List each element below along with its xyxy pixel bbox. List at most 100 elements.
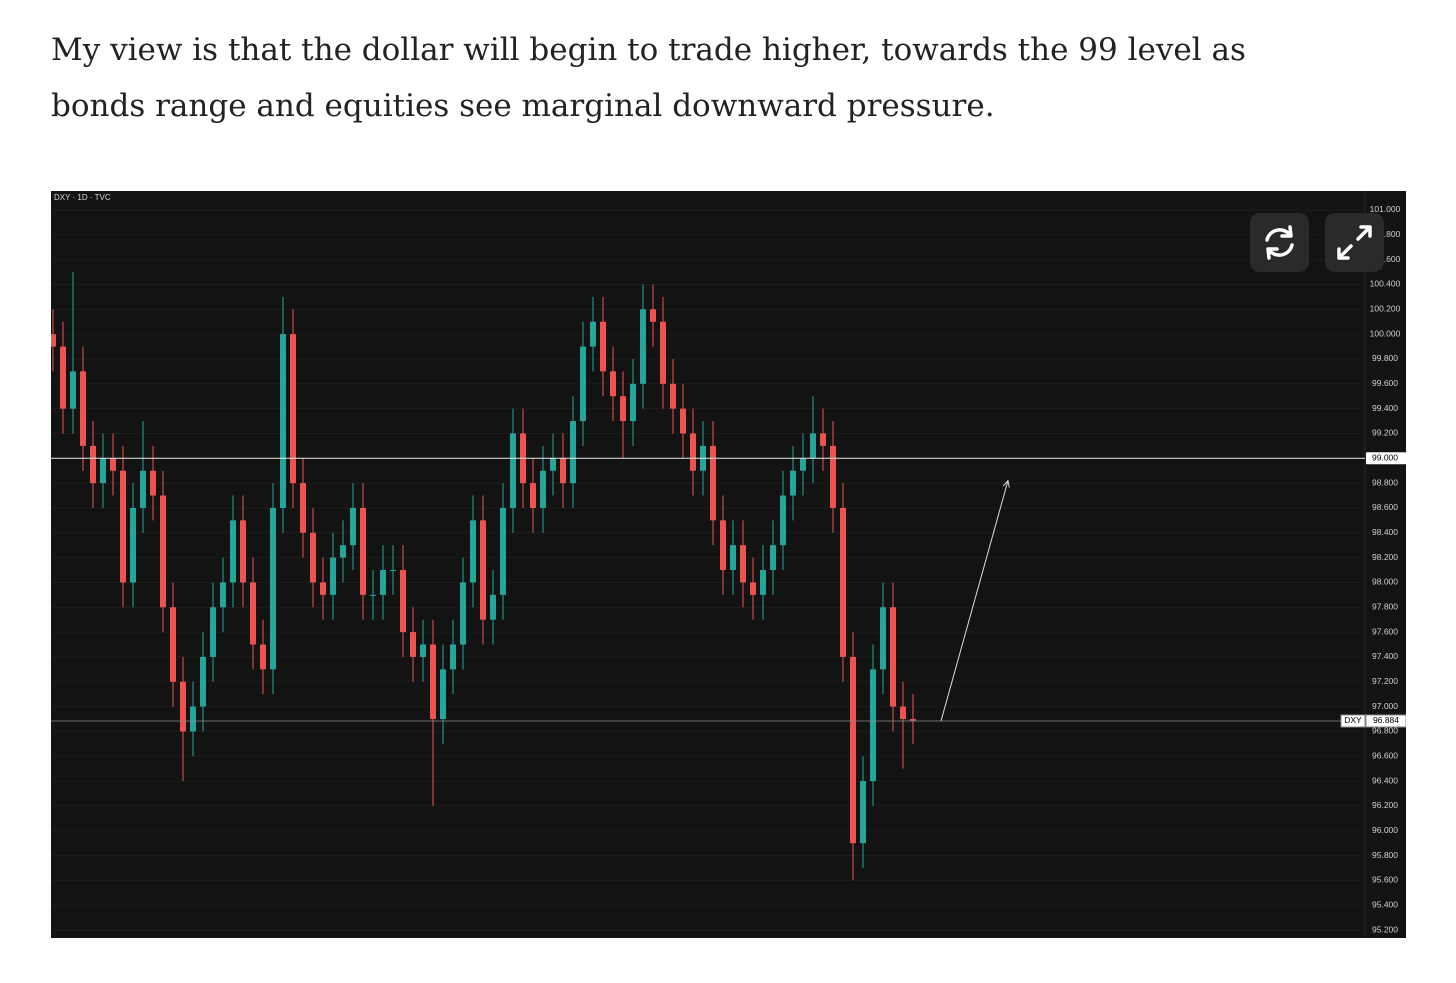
expand-button[interactable] xyxy=(1325,213,1384,272)
candle-body xyxy=(570,421,576,484)
price-label: 96.884 xyxy=(1373,715,1399,725)
candle-body xyxy=(51,334,56,347)
candle-body xyxy=(440,669,446,720)
candle-body xyxy=(270,507,276,670)
candle-body xyxy=(540,470,546,508)
y-tick-label: 97.600 xyxy=(1372,626,1398,636)
y-tick-label: 99.200 xyxy=(1372,428,1398,438)
candle-body xyxy=(870,669,876,782)
candle-body xyxy=(610,371,616,397)
candle-body xyxy=(710,445,716,521)
candle-body xyxy=(100,458,106,484)
y-tick-label: 96.600 xyxy=(1372,750,1398,760)
candle-body xyxy=(890,607,896,707)
y-tick-label: 101.000 xyxy=(1370,204,1401,214)
y-tick-label: 97.200 xyxy=(1372,676,1398,686)
candle-body xyxy=(240,520,246,583)
candle-body xyxy=(910,719,916,721)
symbol-label: DXY xyxy=(1344,715,1362,725)
candle-body xyxy=(590,321,596,347)
candle-body xyxy=(800,458,806,471)
candle-body xyxy=(260,644,266,670)
candle-body xyxy=(230,520,236,583)
y-tick-label: 95.400 xyxy=(1372,899,1398,909)
candle-body xyxy=(450,644,456,670)
candle-body xyxy=(880,607,886,670)
candle-body xyxy=(500,507,506,595)
candle-body xyxy=(900,706,906,720)
y-tick-label: 97.000 xyxy=(1372,701,1398,711)
arrow-head xyxy=(1002,479,1010,488)
candle-body xyxy=(290,334,296,484)
refresh-icon xyxy=(1265,225,1294,260)
y-tick-label: 96.400 xyxy=(1372,775,1398,785)
y-tick-label: 100.400 xyxy=(1370,279,1401,289)
y-tick-label: 98.600 xyxy=(1372,502,1398,512)
refresh-button[interactable] xyxy=(1250,213,1309,272)
price-label-box xyxy=(1365,714,1406,728)
chart: DXY · 1D · TVC 95.200 95.400 95.600 95.800 9… xyxy=(51,191,1406,938)
candle-body xyxy=(310,532,316,583)
y-tick-label: 98.400 xyxy=(1372,527,1398,537)
paragraph: My view is that the dollar will begin to… xyxy=(51,32,1246,124)
candle-body xyxy=(90,445,96,484)
candle-body xyxy=(660,321,666,384)
candle-body xyxy=(580,346,586,422)
expand-icon xyxy=(1337,225,1372,260)
candle-body xyxy=(860,781,866,844)
candle-body xyxy=(170,607,176,682)
y-tick-label: 95.600 xyxy=(1372,875,1398,885)
chart-background xyxy=(51,191,1406,938)
candle-body xyxy=(60,346,66,409)
y-tick-label: 99.400 xyxy=(1372,403,1398,413)
candle-body xyxy=(730,545,736,571)
candle-body xyxy=(390,570,396,572)
candle-body xyxy=(160,495,166,608)
candle-body xyxy=(360,507,366,595)
arrow-line xyxy=(940,480,1009,722)
candle-body xyxy=(80,371,86,446)
candle-body xyxy=(620,396,626,422)
candle-body xyxy=(840,507,846,657)
candle-body xyxy=(180,681,186,732)
candle-body xyxy=(320,582,326,595)
candle-body xyxy=(300,483,306,533)
candle-body xyxy=(740,545,746,583)
y-tick-label: 96.000 xyxy=(1372,825,1398,835)
candle-body xyxy=(110,458,116,471)
candle-body xyxy=(460,582,466,645)
candle-body xyxy=(430,644,436,720)
candle-body xyxy=(680,408,686,434)
candle-body xyxy=(770,545,776,571)
candle-body xyxy=(280,334,286,508)
candle-body xyxy=(190,706,196,732)
y-tick-label: 99.600 xyxy=(1372,378,1398,388)
candle-body xyxy=(530,483,536,508)
candle-body xyxy=(220,582,226,608)
candle-body xyxy=(340,545,346,558)
symbol-label-box xyxy=(1340,714,1366,728)
y-tick-label: 95.200 xyxy=(1372,924,1398,934)
candle-body xyxy=(600,321,606,372)
candle-body xyxy=(420,644,426,657)
candle-body xyxy=(490,594,496,620)
y-tick-label: 98.200 xyxy=(1372,552,1398,562)
candle-body xyxy=(330,557,336,595)
candle-body xyxy=(650,309,656,322)
y-tick-label: 96.800 xyxy=(1372,726,1398,736)
candle-body xyxy=(810,433,816,459)
y-tick-label: 98.000 xyxy=(1372,577,1398,587)
chart-title: DXY · 1D · TVC xyxy=(54,193,111,202)
y-tick-label: 97.400 xyxy=(1372,651,1398,661)
candle-body xyxy=(720,520,726,571)
candle-body xyxy=(760,570,766,595)
candle-body xyxy=(370,594,376,596)
candle-body xyxy=(790,470,796,496)
candle-body xyxy=(410,632,416,657)
candle-body xyxy=(480,520,486,620)
y-tick-label: 100.000 xyxy=(1370,328,1401,338)
candle-body xyxy=(70,371,76,409)
level-label-box xyxy=(1366,452,1406,465)
candle-body xyxy=(750,582,756,595)
candle-body xyxy=(820,433,826,446)
